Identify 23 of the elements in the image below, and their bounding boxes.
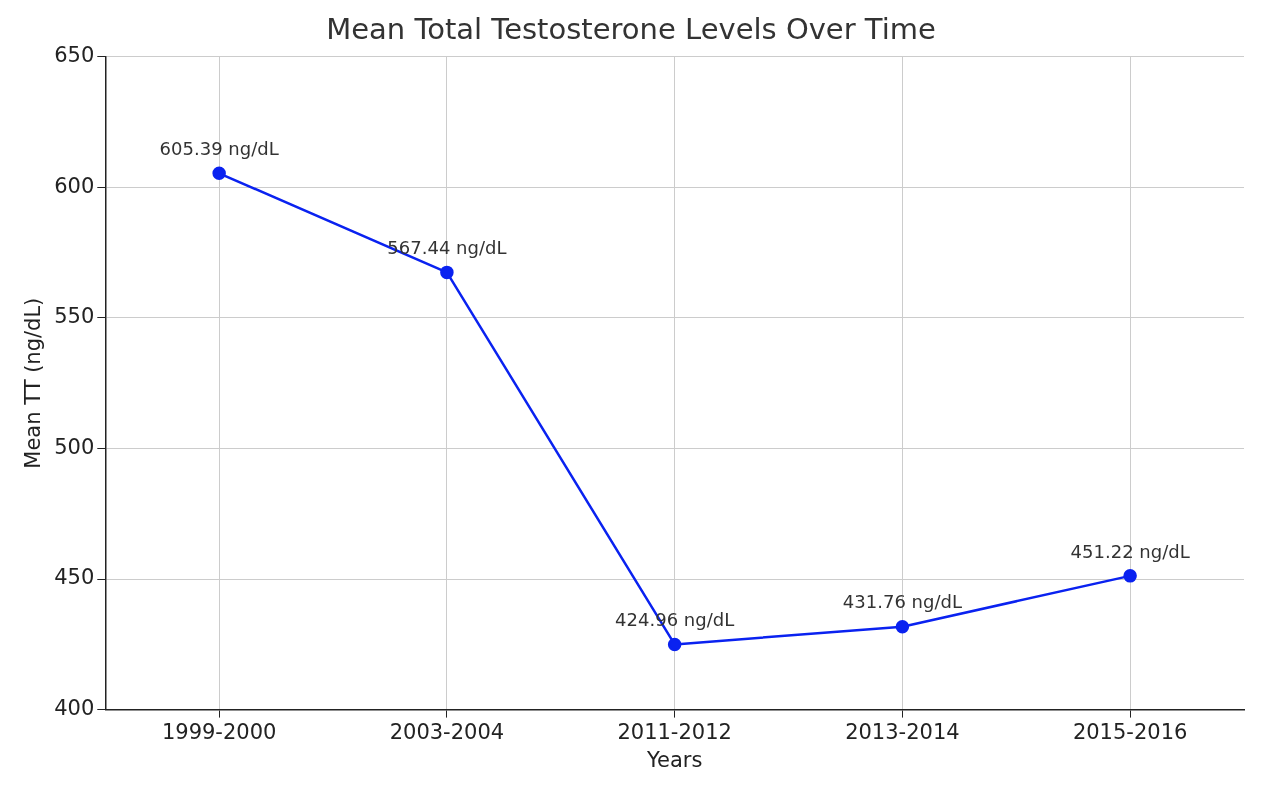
point [895, 619, 910, 634]
y-tick-label: 400 [54, 696, 95, 721]
point [667, 637, 682, 652]
data-label: 451.22 ng/dL [1070, 540, 1190, 562]
y-tick-label: 550 [54, 304, 95, 329]
x-tick-label: 1999-2000 [161, 719, 277, 744]
point [212, 166, 226, 181]
data-label: 605.39 ng/dL [159, 137, 279, 159]
chart-title: Mean Total Testosterone Levels Over Time [326, 11, 936, 46]
y-axis-title: Mean TT (ng/dL) [21, 297, 46, 469]
point [1123, 569, 1137, 583]
y-tick-label: 450 [54, 565, 95, 590]
data-label: 431.76 ng/dL [842, 591, 962, 613]
x-tick-label: 2013-2014 [845, 719, 960, 744]
y-tick-label: 600 [54, 173, 95, 198]
data-label: 567.44 ng/dL [387, 237, 507, 259]
x-axis-title: Years [645, 747, 703, 772]
point [440, 265, 454, 280]
x-tick-label: 2015-2016 [1072, 719, 1188, 744]
y-tick-label: 650 [54, 43, 95, 68]
x-tick-label: 2011-2012 [617, 719, 732, 744]
y-tick-label: 500 [54, 434, 95, 459]
x-tick-label: 2003-2004 [389, 719, 505, 744]
